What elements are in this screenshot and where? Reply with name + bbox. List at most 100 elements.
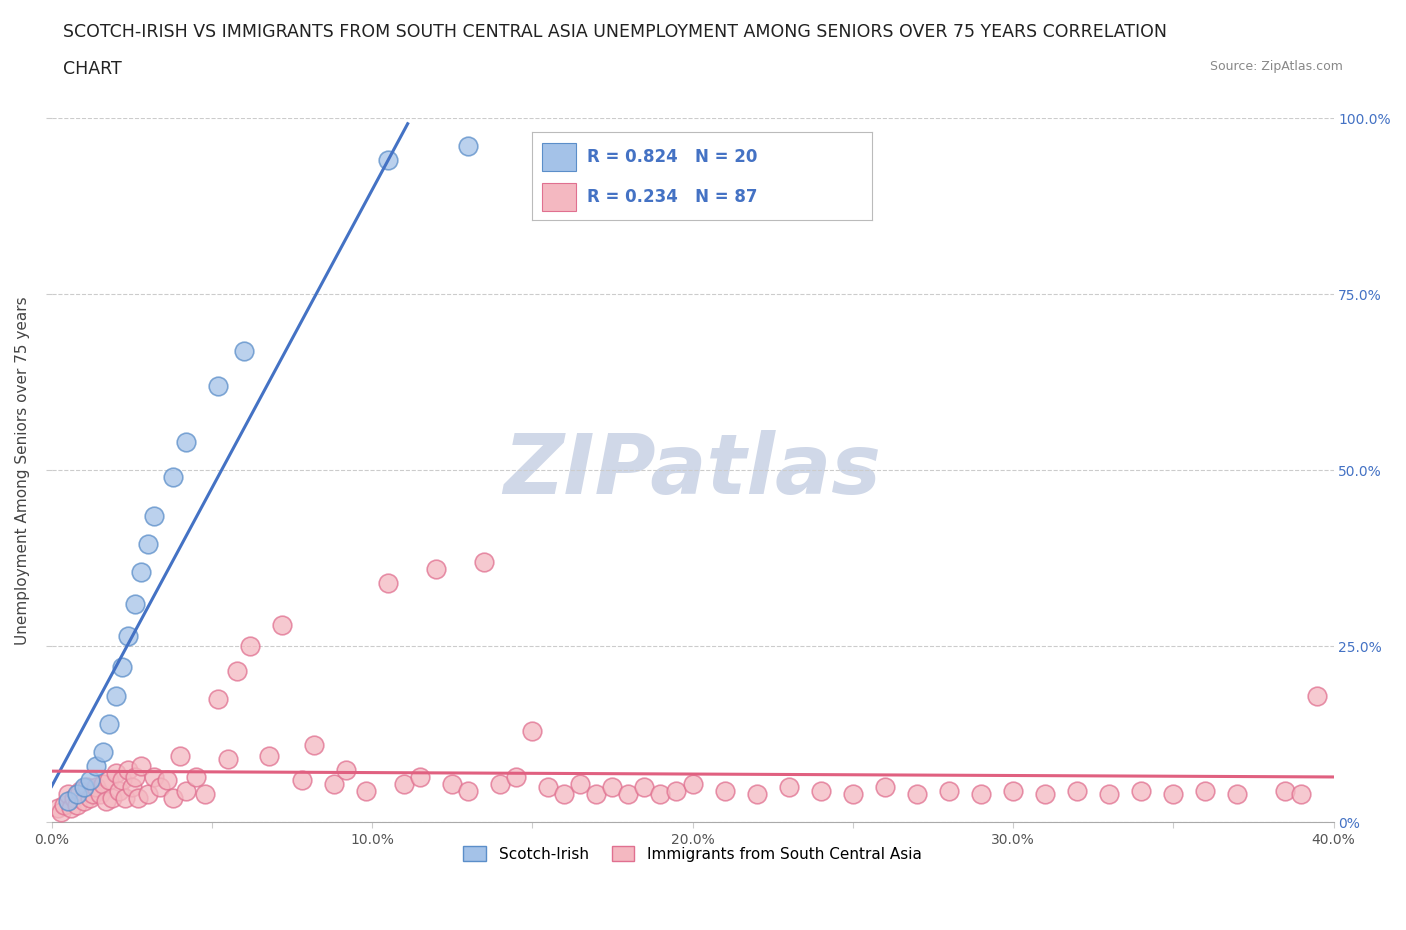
Point [91,777,114,791]
Point [207,379,229,393]
Point [905,787,928,802]
Point [194,787,217,802]
Point [1226,787,1249,802]
Point [149,779,172,794]
Point [46,801,69,816]
Point [745,787,768,802]
Point [354,783,377,798]
Y-axis label: Unemployment Among Seniors over 75 years: Unemployment Among Seniors over 75 years [15,296,30,644]
Point [602,779,624,794]
Point [66,787,89,802]
Point [682,777,704,791]
Point [82,787,104,802]
Point [970,787,993,802]
Point [650,787,672,802]
Point [143,509,166,524]
Point [377,576,399,591]
Point [108,783,131,798]
Point [72,779,94,794]
Point [633,779,655,794]
Point [76,779,98,794]
Point [143,769,166,784]
Point [322,777,344,791]
Point [56,787,79,802]
Point [938,783,960,798]
Point [79,790,101,805]
Point [174,434,197,449]
Point [104,688,127,703]
Point [522,724,544,738]
Text: SCOTCH-IRISH VS IMMIGRANTS FROM SOUTH CENTRAL ASIA UNEMPLOYMENT AMONG SENIORS OV: SCOTCH-IRISH VS IMMIGRANTS FROM SOUTH CE… [63,23,1167,41]
Point [124,597,146,612]
Point [1274,783,1296,798]
Point [86,779,108,794]
Point [162,470,184,485]
Point [63,790,86,805]
Point [121,779,143,794]
Point [232,343,254,358]
Point [66,797,89,812]
Point [472,554,495,569]
Point [335,763,357,777]
Legend: Scotch-Irish, Immigrants from South Central Asia: Scotch-Irish, Immigrants from South Cent… [457,840,928,868]
Point [778,779,800,794]
Point [91,745,114,760]
Point [129,565,152,579]
Point [377,153,399,167]
Point [136,787,159,802]
Point [226,664,249,679]
Point [441,777,464,791]
Text: CHART: CHART [63,60,122,78]
Point [162,790,184,805]
Point [842,787,865,802]
Point [184,769,207,784]
Point [69,783,91,798]
Point [553,787,575,802]
Point [585,787,607,802]
Point [873,779,896,794]
Point [217,751,239,766]
Point [117,763,139,777]
Point [1161,787,1184,802]
Point [94,794,117,809]
Point [174,783,197,798]
Point [1066,783,1088,798]
Point [1291,787,1313,802]
Point [271,618,294,632]
Point [425,562,447,577]
Point [72,794,94,809]
Point [53,797,76,812]
Point [290,773,312,788]
Point [457,783,479,798]
Point [505,769,527,784]
Point [56,794,79,809]
Point [713,783,735,798]
Point [59,801,82,816]
Point [156,773,179,788]
Point [136,537,159,551]
Point [457,139,479,153]
Point [117,629,139,644]
Point [101,790,124,805]
Point [304,737,326,752]
Point [169,748,191,763]
Point [98,716,121,731]
Point [1130,783,1153,798]
Text: ZIPatlas: ZIPatlas [503,430,882,511]
Point [49,804,72,819]
Point [617,787,640,802]
Point [207,692,229,707]
Point [259,748,281,763]
Point [1306,688,1329,703]
Point [665,783,688,798]
Point [111,660,134,675]
Point [127,790,149,805]
Point [129,759,152,774]
Point [1001,783,1024,798]
Point [1194,783,1216,798]
Point [392,777,415,791]
Point [114,790,136,805]
Point [111,773,134,788]
Point [569,777,592,791]
Point [537,779,560,794]
